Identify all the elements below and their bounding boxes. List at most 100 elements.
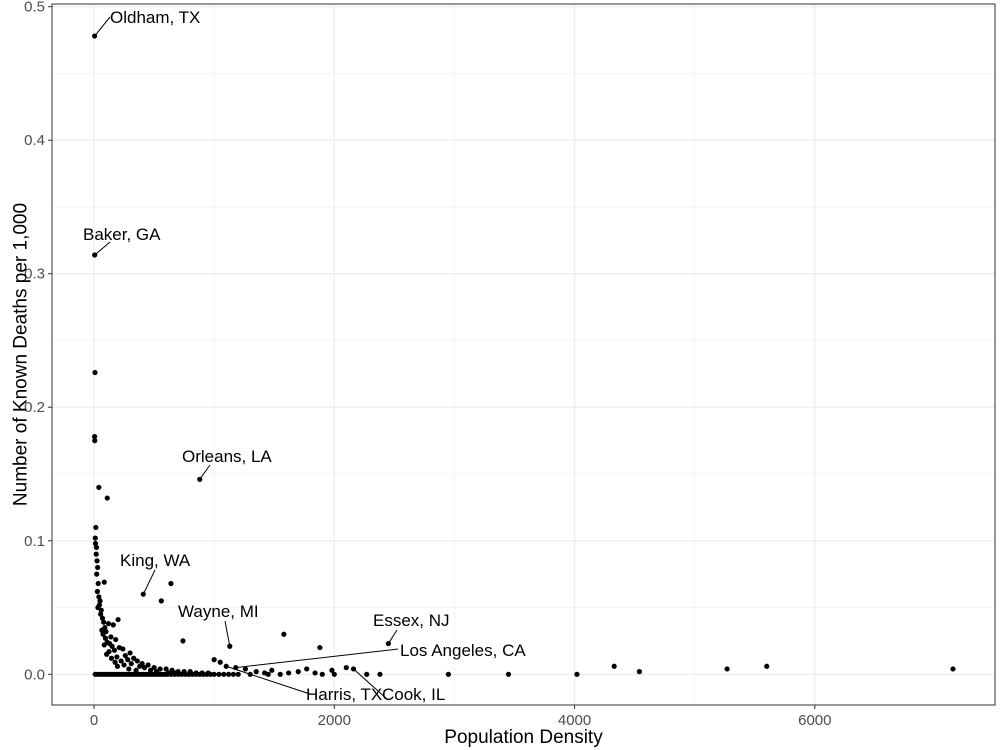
annotation-leader-line bbox=[94, 16, 111, 37]
point-annotations: Oldham, TX Baker, GA Orleans, LA King, WA Wa… bbox=[83, 8, 526, 704]
data-point bbox=[104, 651, 110, 657]
data-point bbox=[114, 654, 120, 660]
data-point bbox=[168, 671, 174, 677]
data-point bbox=[230, 671, 236, 677]
y-tick-label: 0.5 bbox=[24, 0, 45, 16]
data-point bbox=[122, 652, 128, 659]
data-point bbox=[128, 661, 134, 667]
data-point bbox=[157, 666, 163, 672]
data-point bbox=[147, 667, 154, 673]
data-point bbox=[574, 671, 580, 677]
data-point bbox=[99, 627, 105, 633]
data-point bbox=[92, 535, 98, 541]
data-point bbox=[99, 615, 106, 621]
data-point bbox=[127, 650, 133, 656]
data-point bbox=[121, 662, 127, 668]
data-point bbox=[120, 646, 126, 652]
data-point bbox=[108, 634, 114, 640]
data-point bbox=[180, 638, 186, 644]
data-point bbox=[137, 663, 143, 669]
data-point bbox=[97, 598, 103, 604]
annotation-label: Orleans, LA bbox=[182, 447, 272, 466]
data-point bbox=[286, 670, 292, 676]
data-point bbox=[98, 611, 104, 617]
data-point bbox=[101, 619, 107, 625]
data-point bbox=[317, 644, 323, 651]
data-point bbox=[269, 667, 275, 673]
data-point bbox=[179, 671, 185, 677]
x-axis-title: Population Density bbox=[444, 727, 603, 748]
data-point bbox=[319, 671, 325, 677]
y-tick-label: 0.2 bbox=[24, 399, 45, 416]
x-tick-label: 4000 bbox=[558, 712, 591, 729]
data-point bbox=[110, 622, 116, 628]
data-point bbox=[95, 564, 101, 571]
data-point bbox=[505, 671, 512, 677]
y-axis-title: Number of Known Deaths per 1,000 bbox=[11, 203, 32, 506]
annotation-label: Wayne, MI bbox=[178, 602, 259, 621]
data-point bbox=[225, 671, 232, 677]
data-point bbox=[211, 671, 217, 677]
plot-panel-border bbox=[51, 3, 996, 706]
x-tick-label: 0 bbox=[90, 712, 98, 729]
data-point bbox=[611, 663, 617, 669]
data-point bbox=[111, 647, 118, 653]
data-point bbox=[96, 484, 102, 490]
data-point bbox=[115, 616, 121, 623]
data-point bbox=[329, 667, 335, 673]
data-point bbox=[92, 369, 98, 376]
data-point bbox=[281, 631, 287, 637]
data-point bbox=[764, 663, 770, 669]
data-point bbox=[636, 669, 643, 675]
data-point bbox=[950, 666, 956, 672]
data-point bbox=[277, 671, 283, 677]
x-tick-label: 2000 bbox=[318, 712, 351, 729]
data-point bbox=[112, 659, 118, 665]
data-point bbox=[169, 667, 175, 673]
y-tick-label: 0.4 bbox=[24, 132, 45, 149]
data-point bbox=[133, 667, 139, 673]
annotation-label: King, WA bbox=[120, 551, 191, 570]
plot-panel-background bbox=[52, 4, 995, 705]
data-point bbox=[204, 671, 210, 677]
x-tick-label: 6000 bbox=[798, 712, 831, 729]
data-point bbox=[104, 495, 110, 501]
data-point bbox=[158, 598, 164, 604]
data-point bbox=[223, 663, 229, 669]
data-point bbox=[145, 662, 151, 668]
data-point bbox=[94, 588, 101, 595]
annotation-leader-line bbox=[387, 629, 398, 644]
data-point bbox=[101, 579, 107, 585]
data-point bbox=[92, 540, 99, 547]
data-point bbox=[113, 636, 119, 643]
y-tick-label: 0.0 bbox=[24, 666, 45, 683]
annotation-label: Los Angeles, CA bbox=[400, 641, 526, 660]
data-point bbox=[93, 524, 99, 531]
data-point bbox=[377, 671, 383, 677]
annotation-leader-line bbox=[142, 569, 156, 595]
data-point bbox=[724, 666, 730, 672]
data-point bbox=[175, 671, 181, 677]
annotation-label: Harris, TX bbox=[306, 685, 382, 704]
data-point bbox=[217, 659, 223, 665]
data-point bbox=[207, 671, 214, 677]
data-point bbox=[171, 671, 178, 677]
data-point bbox=[186, 671, 192, 677]
data-point bbox=[200, 671, 206, 677]
data-point bbox=[101, 642, 107, 648]
annotation-leader-line bbox=[224, 620, 231, 647]
data-point bbox=[304, 666, 310, 672]
data-point bbox=[221, 671, 227, 677]
data-point bbox=[211, 657, 217, 663]
data-point bbox=[197, 671, 203, 677]
data-point bbox=[114, 663, 121, 669]
data-point bbox=[108, 655, 115, 661]
data-point bbox=[331, 671, 337, 677]
data-point bbox=[242, 666, 249, 672]
data-point bbox=[343, 665, 349, 671]
data-point bbox=[125, 657, 131, 663]
data-point bbox=[189, 671, 196, 677]
annotation-leader-line bbox=[235, 648, 399, 669]
data-point bbox=[164, 671, 170, 677]
